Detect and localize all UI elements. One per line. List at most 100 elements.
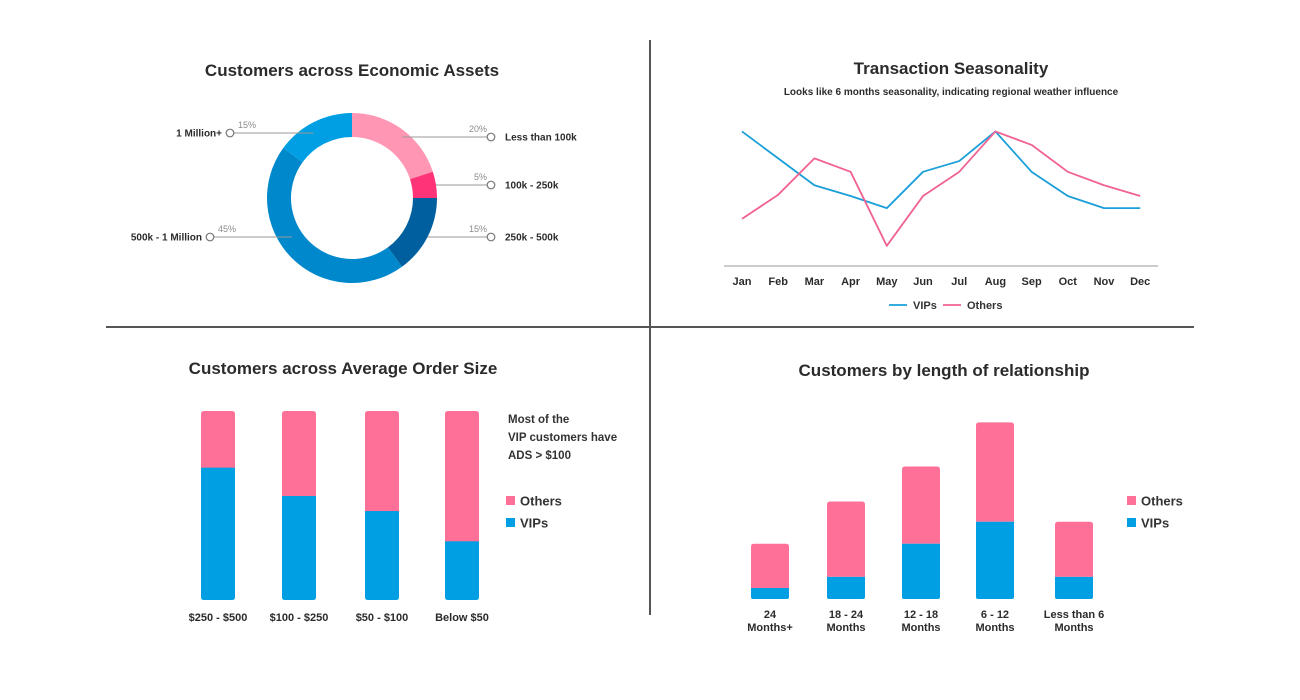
legend-label-vips: VIPs	[913, 300, 937, 312]
donut-category-label: 100k - 250k	[505, 181, 559, 192]
order-size-tick-label: $50 - $100	[356, 612, 409, 624]
line-series	[741, 130, 1141, 247]
bar-segment-vips-cap	[445, 541, 479, 546]
bar-segment-others	[751, 543, 789, 588]
legend-swatch-others	[506, 496, 515, 505]
donut-labels: 20% Less than 100k 5% 100k - 250k 15% 250k - …	[131, 120, 577, 244]
line-x-tick-label: Feb	[768, 276, 788, 288]
line-legend: VIPs Others	[889, 300, 1002, 312]
order-size-note-line: VIP customers have	[508, 432, 617, 444]
legend-label-others: Others	[520, 494, 562, 509]
donut-chart-title: Customers across Economic Assets	[205, 61, 499, 80]
relationship-chart: Customers by length of relationship 24Mo…	[747, 361, 1183, 634]
donut-category-label: Less than 100k	[505, 133, 577, 144]
order-size-chart: Customers across Average Order Size $250…	[189, 359, 617, 624]
order-size-ticks: $250 - $500 $100 - $250 $50 - $100 Below $5…	[189, 612, 489, 624]
relationship-tick-label: Months	[826, 622, 865, 634]
order-size-tick-label: $100 - $250	[270, 612, 329, 624]
relationship-tick-label: Months	[901, 622, 940, 634]
line-x-tick-label: Sep	[1022, 276, 1042, 288]
donut-pct-label: 5%	[474, 172, 487, 182]
donut-leader-marker	[486, 132, 496, 142]
order-size-note-line: ADS > $100	[508, 450, 571, 462]
legend-label-others: Others	[1141, 494, 1183, 509]
donut-pct-label: 15%	[469, 224, 487, 234]
relationship-tick-label: 24	[764, 609, 777, 621]
bar-segment-vips	[827, 576, 865, 599]
donut-slice	[266, 148, 402, 284]
line-x-tick-label: Jul	[951, 276, 967, 288]
bar-segment-vips	[976, 521, 1014, 599]
bar-segment-vips-cap	[365, 511, 399, 516]
order-size-tick-label: Below $50	[435, 612, 489, 624]
bar-segment-others	[445, 411, 479, 546]
donut-category-label: 250k - 500k	[505, 233, 559, 244]
donut-slice	[352, 113, 433, 180]
relationship-bars	[751, 422, 1093, 599]
legend-swatch-vips	[506, 518, 515, 527]
bar-segment-vips-cap	[282, 496, 316, 501]
relationship-legend: Others VIPs	[1127, 494, 1183, 531]
order-size-title: Customers across Average Order Size	[189, 359, 498, 378]
line-x-tick-label: Oct	[1059, 276, 1078, 288]
bar-segment-vips	[201, 467, 235, 600]
horizontal-divider	[106, 326, 1194, 328]
relationship-tick-label: 6 - 12	[981, 609, 1009, 621]
order-size-tick-label: $250 - $500	[189, 612, 248, 624]
line-x-tick-label: Dec	[1130, 276, 1150, 288]
donut-slice	[283, 113, 352, 163]
bar-segment-vips	[902, 543, 940, 599]
relationship-title: Customers by length of relationship	[799, 361, 1090, 380]
donut-chart: Customers across Economic Assets 20% Less…	[131, 61, 577, 284]
line-x-tick-label: May	[876, 276, 898, 288]
relationship-tick-label: Months+	[747, 622, 793, 634]
relationship-tick-label: 18 - 24	[829, 609, 864, 621]
donut-pct-label: 20%	[469, 124, 487, 134]
line-x-tick-label: Mar	[805, 276, 825, 288]
donut-leader-marker	[205, 232, 215, 242]
relationship-tick-label: Less than 6	[1044, 609, 1105, 621]
line-chart-title: Transaction Seasonality	[854, 59, 1049, 78]
legend-label-others: Others	[967, 300, 1002, 312]
donut-leader-marker	[486, 180, 496, 190]
line-x-tick-label: Aug	[985, 276, 1006, 288]
donut-leader-marker	[225, 128, 235, 138]
donut-category-label: 500k - 1 Million	[131, 233, 202, 244]
order-size-note: Most of the VIP customers have ADS > $100	[508, 414, 617, 462]
line-chart-subtitle: Looks like 6 months seasonality, indicat…	[784, 87, 1119, 98]
line-x-tick-label: Jan	[733, 276, 752, 288]
line-series-others	[741, 130, 1141, 247]
order-size-bars	[201, 411, 479, 600]
donut-pct-label: 45%	[218, 224, 236, 234]
bar-segment-others	[365, 411, 399, 516]
order-size-note-line: Most of the	[508, 414, 569, 426]
legend-swatch-vips	[1127, 518, 1136, 527]
legend-label-vips: VIPs	[1141, 516, 1169, 531]
line-series-vips	[741, 130, 1141, 210]
bar-segment-vips	[751, 587, 789, 599]
line-chart: Transaction Seasonality Looks like 6 mon…	[724, 59, 1158, 312]
bar-segment-others	[902, 466, 940, 544]
line-x-tick-label: Jun	[913, 276, 933, 288]
line-x-tick-label: Nov	[1094, 276, 1116, 288]
bar-segment-vips	[1055, 576, 1093, 599]
relationship-tick-label: 12 - 18	[904, 609, 938, 621]
bar-segment-others	[282, 411, 316, 501]
order-size-legend: Others VIPs	[506, 494, 562, 531]
bar-segment-others	[827, 501, 865, 577]
relationship-tick-label: Months	[1054, 622, 1093, 634]
donut-category-label: 1 Million+	[176, 129, 222, 140]
bar-segment-vips	[365, 511, 399, 600]
bar-segment-vips	[282, 496, 316, 600]
donut-slices	[266, 113, 438, 284]
donut-leader-marker	[486, 232, 496, 242]
line-x-ticks: Jan Feb Mar Apr May Jun Jul Aug Sep Oct Nov Dec	[733, 276, 1151, 288]
bar-segment-others	[1055, 521, 1093, 577]
bar-segment-vips-cap	[201, 467, 235, 472]
bar-segment-others	[201, 411, 235, 472]
bar-segment-vips	[445, 541, 479, 600]
relationship-tick-label: Months	[975, 622, 1014, 634]
line-x-tick-label: Apr	[841, 276, 861, 288]
